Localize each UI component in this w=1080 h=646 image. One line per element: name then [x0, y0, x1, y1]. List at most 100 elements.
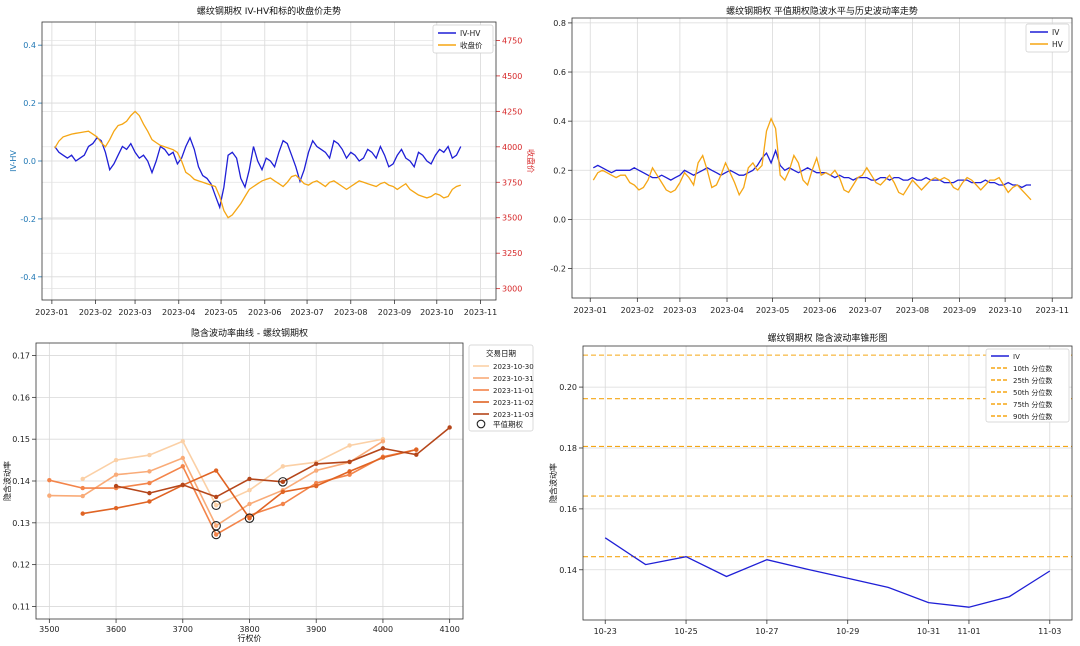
legend-label: 2023-11-03 — [493, 411, 534, 419]
x-tick-label: 2023-08 — [334, 308, 367, 317]
x-tick-label: 10-25 — [674, 627, 697, 636]
x-tick-label: 2023-07 — [290, 308, 323, 317]
series-line-2023-11-01 — [49, 448, 417, 536]
data-point — [280, 479, 286, 485]
y-tick-label: 0.8 — [553, 19, 566, 28]
data-point — [80, 511, 85, 516]
y-tick-label: 0.16 — [559, 505, 577, 514]
legend-label: 90th 分位数 — [1013, 412, 1052, 421]
data-point — [147, 499, 152, 504]
y-tick-label: 0.15 — [12, 435, 30, 444]
plot-frame — [571, 17, 1073, 299]
legend-label: 2023-11-02 — [493, 399, 534, 407]
y2-axis-label: 收盘价 — [526, 149, 536, 173]
plot-frame — [582, 345, 1073, 621]
x-tick-label: 2023-05 — [204, 308, 237, 317]
data-point — [380, 455, 386, 460]
series-line-iv — [604, 537, 1051, 608]
data-point — [347, 469, 352, 474]
y-tick-label: 0.2 — [23, 99, 36, 108]
y-tick-label: 0.2 — [553, 166, 566, 175]
x-tick-label: 2023-11 — [1036, 306, 1069, 315]
y2-tick-label: 3000 — [502, 285, 522, 294]
data-point — [314, 483, 319, 489]
x-tick-label: 2023-02 — [79, 308, 112, 317]
data-point — [213, 532, 219, 537]
y-tick-label: -0.2 — [550, 265, 566, 274]
legend-box — [985, 348, 1070, 423]
x-tick-label: 2023-08 — [896, 306, 929, 315]
chart-title: 螺纹钢期权 隐含波动率锥形图 — [768, 332, 888, 344]
y-axis-label: 隐含波动率 — [2, 461, 12, 501]
data-point — [247, 488, 252, 493]
legend-label: 2023-10-31 — [493, 375, 534, 383]
legend-label: 25th 分位数 — [1013, 376, 1052, 385]
legend-label: HV — [1052, 40, 1064, 49]
x-tick-label: 2023-07 — [849, 306, 882, 315]
y-tick-label: 0.12 — [12, 561, 30, 570]
data-point — [213, 503, 219, 508]
x-tick-label: 4100 — [439, 625, 459, 634]
x-tick-label: 2023-11 — [464, 308, 497, 317]
legend-label: IV — [1013, 353, 1020, 361]
legend-label: 2023-10-30 — [493, 363, 534, 371]
x-tick-label: 2023-10 — [988, 306, 1021, 315]
x-axis-label: 行权价 — [238, 633, 262, 643]
chart-title: 螺纹钢期权 IV-HV和标的收盘价走势 — [197, 5, 341, 17]
chart-atm-iv-hv: 2023-01 2023-02 2023-03 2023-04 2023-05 2023-… — [550, 5, 1073, 315]
data-point — [213, 523, 219, 528]
chart-title: 螺纹钢期权 平值期权隐波水平与历史波动率走势 — [726, 5, 918, 17]
x-tick-label: 3500 — [39, 625, 59, 634]
data-point — [147, 469, 152, 474]
data-point — [180, 464, 185, 469]
legend-label: 2023-11-01 — [493, 387, 534, 395]
atm-marker — [278, 477, 288, 487]
y2-tick-label: 3250 — [502, 249, 522, 258]
y-tick-label: 0.0 — [553, 215, 566, 224]
x-tick-label: 3700 — [173, 625, 193, 634]
data-point — [180, 439, 185, 444]
chart-iv-cone: 10-23 10-25 10-27 10-29 10-31 11-01 11-03 0.14 0… — [548, 332, 1073, 636]
atm-marker — [211, 500, 221, 511]
y-tick-label: 0.13 — [12, 519, 30, 528]
legend-label: 10th 分位数 — [1013, 364, 1052, 373]
legend-atm-swatch — [476, 419, 486, 429]
x-tick-label: 2023-03 — [663, 306, 696, 315]
x-tick-label: 2023-06 — [803, 306, 836, 315]
y2-tick-label: 4750 — [502, 36, 522, 45]
data-point — [47, 493, 52, 498]
plot-frame — [41, 21, 497, 301]
y-tick-label: 0.11 — [12, 602, 30, 611]
y2-tick-label: 4000 — [502, 143, 522, 152]
y-tick-label: 0.4 — [23, 41, 36, 50]
x-tick-label: 2023-02 — [621, 306, 654, 315]
y2-tick-label: 4500 — [502, 72, 522, 81]
data-point — [347, 459, 352, 464]
legend-label: 75th 分位数 — [1013, 400, 1052, 409]
data-point — [247, 516, 252, 521]
legend-label: 收盘价 — [460, 40, 483, 50]
y-tick-label: -0.4 — [20, 273, 36, 282]
data-point — [280, 501, 286, 507]
data-point — [213, 494, 219, 500]
x-tick-label: 2023-03 — [118, 308, 151, 317]
x-tick-label: 10-23 — [594, 627, 617, 636]
x-tick-label: 2023-09 — [943, 306, 976, 315]
data-point — [347, 443, 352, 448]
chart-title: 隐含波动率曲线 - 螺纹钢期权 — [191, 327, 308, 339]
x-tick-label: 2023-10 — [420, 308, 453, 317]
y-tick-label: 0.20 — [559, 383, 577, 392]
x-tick-label: 2023-05 — [756, 306, 789, 315]
legend-box — [1025, 23, 1070, 53]
x-tick-label: 2023-09 — [378, 308, 411, 317]
x-tick-label: 3900 — [306, 625, 326, 634]
chart-iv-smile: 3500 3600 3700 3800 3900 4000 4100 0.11 0.12 0.13… — [2, 327, 534, 643]
series-line-iv-hv — [54, 136, 462, 210]
series-line-close — [54, 110, 462, 219]
data-point — [380, 446, 386, 451]
data-point — [47, 477, 52, 483]
legend-label: IV — [1052, 28, 1060, 37]
data-point — [80, 485, 85, 491]
data-point — [380, 439, 386, 444]
data-point — [180, 482, 185, 487]
